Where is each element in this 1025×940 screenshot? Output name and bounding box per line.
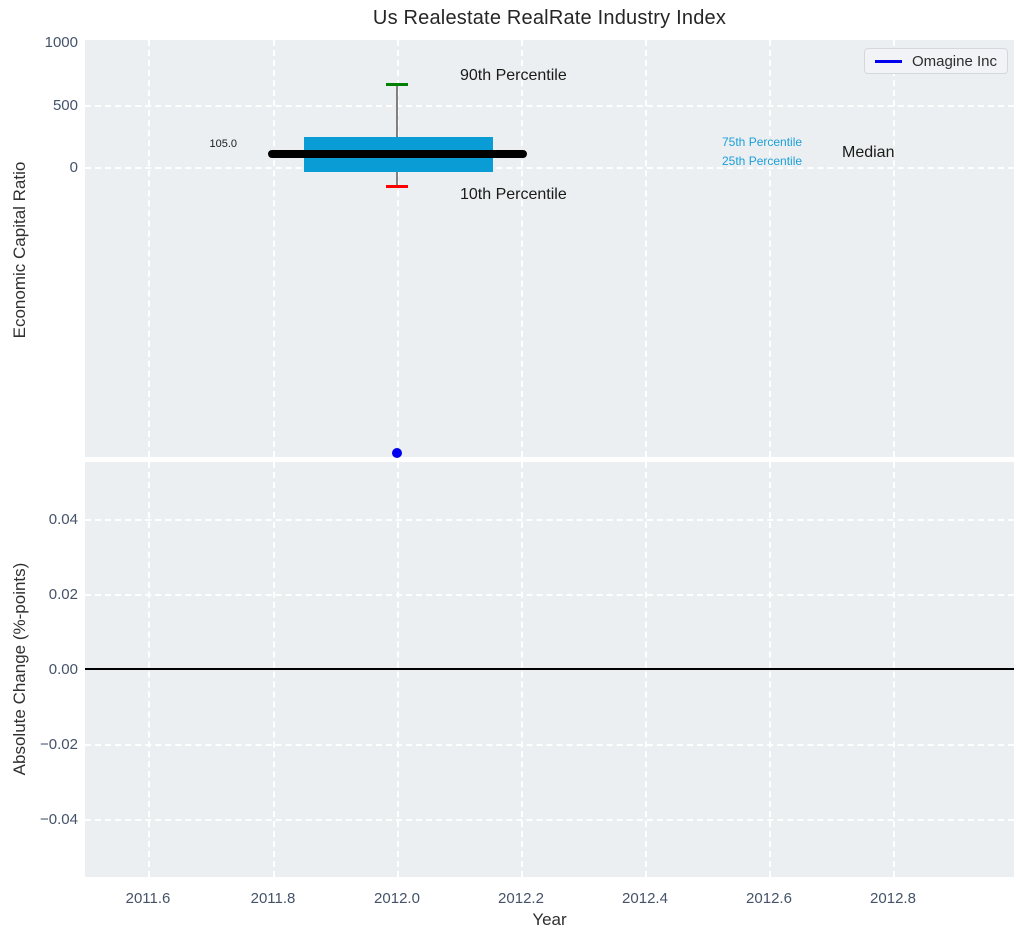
whisker-cap-10th xyxy=(386,185,408,188)
omagine-data-point xyxy=(392,448,402,458)
gridline-v xyxy=(893,40,895,457)
x-axis-label: Year xyxy=(532,910,567,929)
y-tick-label-top: 0 xyxy=(69,159,78,176)
chart-title: Us Realestate RealRate Industry Index xyxy=(372,7,727,29)
gridline-h xyxy=(85,105,1014,107)
y-tick-label-bottom: 0.02 xyxy=(48,586,78,603)
y-tick-label-bottom: −0.02 xyxy=(40,736,78,753)
annotation-10th-percentile: 10th Percentile xyxy=(460,186,567,203)
gridline-v xyxy=(397,40,399,457)
gridline-v xyxy=(769,40,771,457)
gridline-h xyxy=(85,519,1014,521)
x-tick-label: 2011.8 xyxy=(250,890,296,907)
annotation-median: Median xyxy=(842,144,895,161)
gridline-v xyxy=(273,40,275,457)
gridline-h xyxy=(85,167,1014,169)
y-tick-label-bottom: −0.04 xyxy=(40,811,78,828)
x-tick-label: 2011.6 xyxy=(125,890,171,907)
gridline-v xyxy=(645,40,647,457)
gridline-h xyxy=(85,819,1014,821)
annotation-median-value: 105.0 xyxy=(209,138,237,150)
y-tick-label-top: 500 xyxy=(52,97,78,114)
annotation-90th-percentile: 90th Percentile xyxy=(460,67,567,84)
top-plot-area: 90th Percentile 10th Percentile 105.0 75… xyxy=(85,40,1014,458)
zero-line xyxy=(85,668,1014,670)
bottom-plot-area xyxy=(85,462,1014,877)
gridline-v xyxy=(521,40,523,457)
x-tick-label: 2012.0 xyxy=(374,890,420,907)
legend-label: Omagine Inc xyxy=(911,52,997,70)
gridline-h xyxy=(85,744,1014,746)
annotation-75th-percentile: 75th Percentile xyxy=(722,135,803,149)
whisker-cap-90th xyxy=(386,83,408,86)
annotation-25th-percentile: 25th Percentile xyxy=(722,154,803,168)
gridline-v xyxy=(148,40,150,457)
y-tick-label-bottom: 0.00 xyxy=(48,661,78,678)
x-tick-label: 2012.8 xyxy=(870,890,916,907)
x-tick-label: 2012.2 xyxy=(498,890,544,907)
legend-line-swatch xyxy=(875,59,902,63)
x-tick-label: 2012.6 xyxy=(746,890,792,907)
gridline-h xyxy=(85,594,1014,596)
legend: Omagine Inc xyxy=(864,48,1008,74)
y-tick-label-top: 1000 xyxy=(44,34,78,51)
median-line xyxy=(268,150,527,158)
y-axis-label-top: Economic Capital Ratio xyxy=(10,161,29,339)
x-tick-label: 2012.4 xyxy=(622,890,668,907)
y-axis-label-bottom: Absolute Change (%-points) xyxy=(10,562,29,776)
y-tick-label-bottom: 0.04 xyxy=(48,511,78,528)
whisker-line xyxy=(396,85,398,187)
